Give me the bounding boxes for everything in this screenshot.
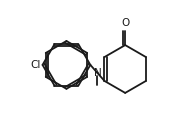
- Text: Cl: Cl: [30, 60, 41, 70]
- Text: O: O: [121, 18, 129, 28]
- Text: N: N: [94, 68, 101, 78]
